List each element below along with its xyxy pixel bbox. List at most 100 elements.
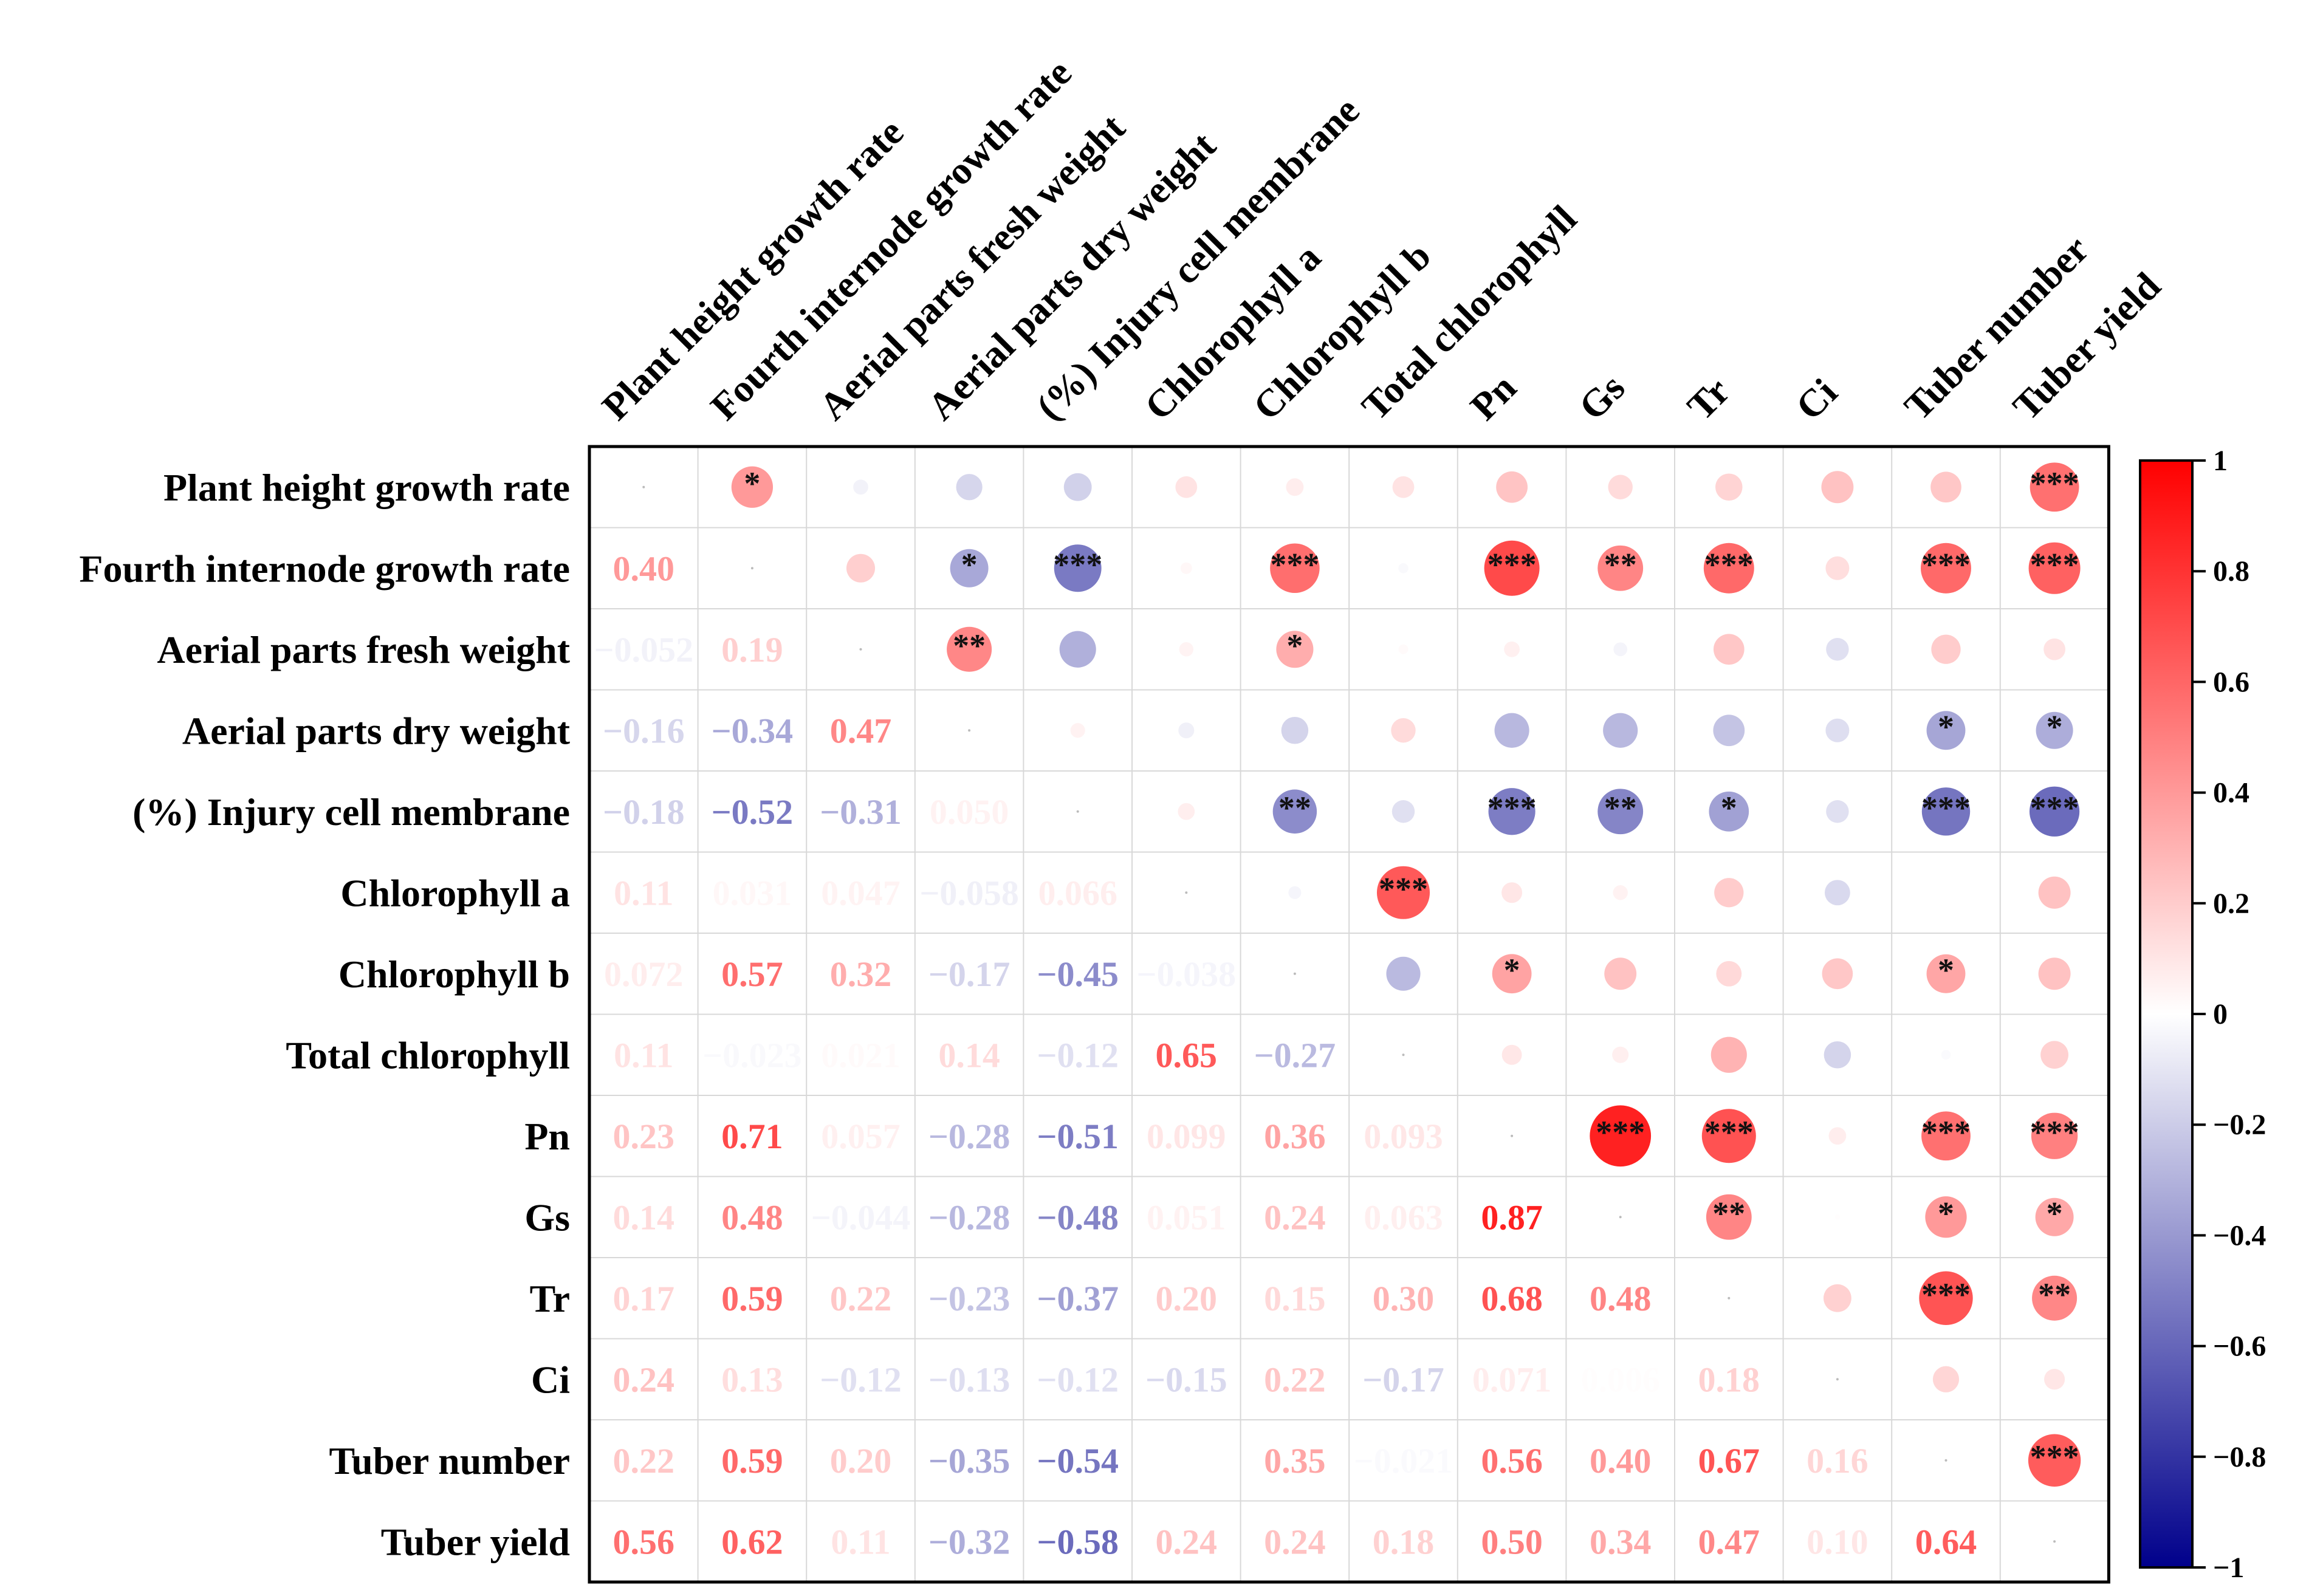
row-label-pn: Pn bbox=[524, 1115, 570, 1158]
significance-star-0-13: *** bbox=[2030, 465, 2079, 502]
corr-value-10-8: 0.68 bbox=[1481, 1279, 1543, 1318]
diagonal-cell-9 bbox=[1619, 1216, 1622, 1219]
corr-value-7-0: 0.11 bbox=[614, 1035, 673, 1075]
corr-circle-8-10 bbox=[1701, 1109, 1756, 1163]
diagonal-cell-1 bbox=[750, 567, 753, 570]
corr-value-10-3: −0.23 bbox=[928, 1279, 1011, 1318]
corr-circle-7-13 bbox=[2040, 1041, 2069, 1069]
corr-value-13-4: −0.58 bbox=[1037, 1522, 1119, 1561]
corr-circle-6-8 bbox=[1492, 954, 1532, 994]
row-label-plant-height-growth-rate: Plant height growth rate bbox=[163, 466, 570, 509]
corr-circle-8-12 bbox=[1921, 1111, 1971, 1161]
corr-circle-1-5 bbox=[1180, 562, 1192, 574]
corr-circle-9-12 bbox=[1925, 1196, 1967, 1238]
corr-circle-0-2 bbox=[853, 479, 868, 495]
corr-value-12-9: 0.40 bbox=[1590, 1441, 1652, 1481]
corr-value-8-1: 0.71 bbox=[721, 1117, 783, 1156]
corr-value-2-0: −0.052 bbox=[594, 630, 694, 670]
corr-value-9-8: 0.87 bbox=[1481, 1197, 1543, 1237]
corr-circle-3-9 bbox=[1603, 713, 1638, 748]
corr-circle-2-9 bbox=[1613, 642, 1628, 657]
corr-value-8-2: 0.057 bbox=[821, 1117, 901, 1156]
corr-value-6-0: 0.072 bbox=[604, 954, 684, 994]
row-label-injury-cell-membrane: (%) Injury cell membrane bbox=[132, 790, 570, 834]
corr-value-11-1: 0.13 bbox=[721, 1360, 783, 1399]
corr-value-12-6: 0.35 bbox=[1264, 1441, 1326, 1481]
significance-star-1-3: * bbox=[961, 546, 978, 583]
corr-value-9-5: 0.051 bbox=[1147, 1197, 1226, 1237]
corr-value-10-4: −0.37 bbox=[1037, 1279, 1119, 1318]
corr-circle-6-10 bbox=[1716, 961, 1742, 987]
corr-value-4-2: −0.31 bbox=[820, 792, 902, 832]
corr-value-9-0: 0.14 bbox=[613, 1197, 675, 1237]
corr-circle-5-11 bbox=[1824, 880, 1850, 906]
corr-circle-2-12 bbox=[1931, 634, 1961, 664]
row-label-chlorophyll-b: Chlorophyll b bbox=[338, 953, 570, 996]
diagonal-cell-11 bbox=[1836, 1378, 1839, 1381]
colorbar-tick-label: −0.8 bbox=[2213, 1441, 2266, 1473]
corr-circle-0-7 bbox=[1392, 476, 1415, 498]
significance-star-1-12: *** bbox=[1921, 546, 1971, 583]
corr-circle-2-8 bbox=[1504, 641, 1520, 657]
corr-circle-4-6 bbox=[1272, 789, 1317, 834]
significance-star-5-7: *** bbox=[1379, 871, 1428, 907]
corr-value-4-0: −0.18 bbox=[603, 792, 685, 832]
corr-value-12-1: 0.59 bbox=[721, 1441, 783, 1481]
row-label-fourth-internode-growth-rate: Fourth internode growth rate bbox=[79, 547, 570, 590]
corr-value-13-2: 0.11 bbox=[831, 1522, 890, 1561]
row-label-aerial-parts-dry-weight: Aerial parts dry weight bbox=[182, 709, 571, 752]
corr-value-12-3: −0.35 bbox=[928, 1441, 1011, 1481]
corr-circle-1-10 bbox=[1703, 543, 1754, 594]
significance-star-8-10: *** bbox=[1704, 1114, 1754, 1151]
corr-circle-4-11 bbox=[1826, 800, 1849, 823]
corr-circle-8-13 bbox=[2031, 1112, 2078, 1159]
corr-circle-0-9 bbox=[1608, 474, 1633, 499]
corr-value-13-9: 0.34 bbox=[1590, 1522, 1652, 1561]
corr-value-11-2: −0.12 bbox=[820, 1360, 902, 1399]
significance-star-4-12: *** bbox=[1921, 790, 1971, 826]
corr-circle-4-8 bbox=[1488, 788, 1536, 835]
corr-value-7-6: −0.27 bbox=[1254, 1035, 1336, 1075]
corr-value-11-9: 0.006 bbox=[1580, 1360, 1660, 1399]
colorbar bbox=[2139, 459, 2194, 1569]
corr-circle-11-13 bbox=[2044, 1369, 2065, 1390]
corr-circle-6-12 bbox=[1926, 954, 1966, 993]
row-label-tuber-yield: Tuber yield bbox=[381, 1520, 570, 1563]
corr-value-13-10: 0.47 bbox=[1698, 1522, 1760, 1561]
corr-circle-0-1 bbox=[731, 466, 774, 508]
significance-star-1-10: *** bbox=[1704, 546, 1754, 583]
corr-value-3-1: −0.34 bbox=[712, 711, 794, 750]
corr-circle-2-13 bbox=[2043, 638, 2066, 660]
row-label-chlorophyll-a: Chlorophyll a bbox=[340, 871, 570, 914]
significance-star-10-13: ** bbox=[2038, 1276, 2071, 1313]
corr-circle-2-5 bbox=[1179, 642, 1194, 657]
corr-circle-9-13 bbox=[2035, 1197, 2074, 1236]
significance-star-6-8: * bbox=[1504, 952, 1520, 988]
lower-triangle-values: 0.40 −0.052 0.19 −0.16 −0.34 0.47 −0.18 −0.52 −0… bbox=[594, 549, 1977, 1561]
corr-value-12-2: 0.20 bbox=[830, 1441, 892, 1481]
corr-circle-6-11 bbox=[1822, 958, 1853, 990]
corr-circle-1-3 bbox=[950, 549, 989, 587]
significance-star-3-12: * bbox=[1938, 708, 1954, 745]
corr-value-13-8: 0.50 bbox=[1481, 1522, 1543, 1561]
corr-circle-3-4 bbox=[1070, 723, 1085, 738]
significance-star-4-6: ** bbox=[1278, 790, 1311, 826]
corr-value-9-2: −0.044 bbox=[811, 1197, 911, 1237]
corr-circle-11-12 bbox=[1932, 1366, 1960, 1392]
corr-value-5-1: 0.031 bbox=[713, 873, 792, 913]
corr-value-1-0: 0.40 bbox=[613, 549, 675, 588]
corr-value-2-1: 0.19 bbox=[721, 630, 783, 670]
row-label-gs: Gs bbox=[524, 1196, 570, 1239]
corr-circle-9-11 bbox=[1834, 1214, 1841, 1220]
colorbar-tick-label: −1 bbox=[2213, 1552, 2244, 1584]
corr-circle-7-12 bbox=[1941, 1050, 1951, 1060]
corr-value-8-4: −0.51 bbox=[1037, 1117, 1119, 1156]
diagonal-cell-2 bbox=[859, 648, 862, 651]
corr-circle-3-10 bbox=[1713, 714, 1745, 747]
corr-value-7-2: 0.021 bbox=[821, 1035, 901, 1075]
grid-lines bbox=[589, 447, 2109, 1582]
corr-circle-7-8 bbox=[1501, 1044, 1522, 1065]
significance-star-10-12: *** bbox=[1921, 1276, 1971, 1313]
corr-value-3-2: 0.47 bbox=[830, 711, 892, 750]
corr-circle-3-7 bbox=[1391, 718, 1416, 743]
